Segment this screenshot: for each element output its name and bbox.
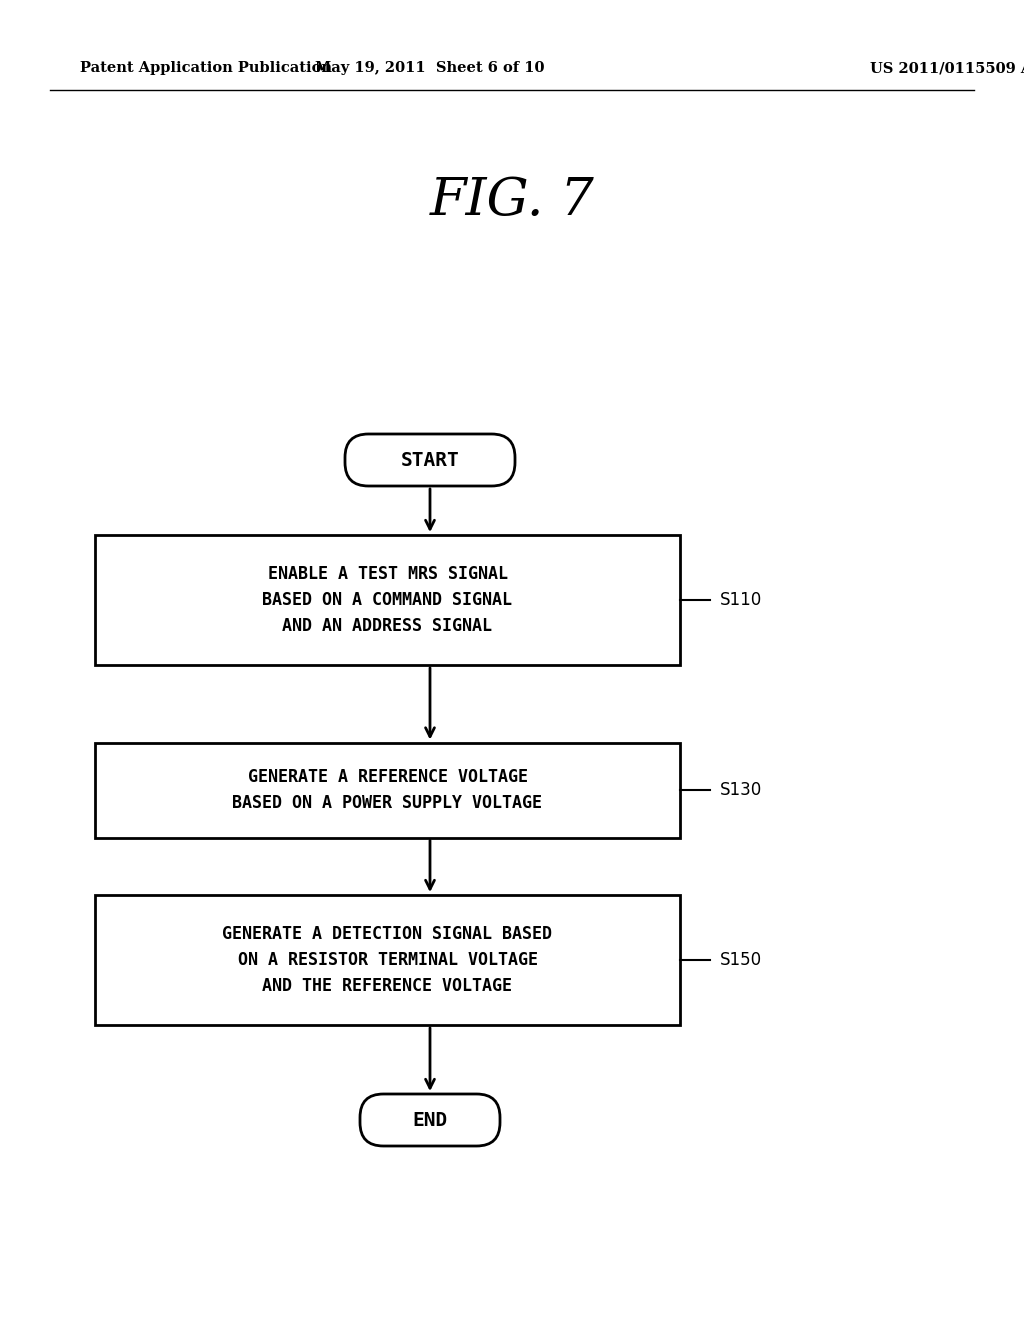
Text: US 2011/0115509 A1: US 2011/0115509 A1 (870, 61, 1024, 75)
FancyBboxPatch shape (360, 1094, 500, 1146)
FancyBboxPatch shape (95, 535, 680, 665)
Text: END: END (413, 1110, 447, 1130)
Text: START: START (400, 450, 460, 470)
Text: GENERATE A REFERENCE VOLTAGE
BASED ON A POWER SUPPLY VOLTAGE: GENERATE A REFERENCE VOLTAGE BASED ON A … (232, 768, 543, 812)
FancyBboxPatch shape (95, 895, 680, 1026)
Text: ENABLE A TEST MRS SIGNAL
BASED ON A COMMAND SIGNAL
AND AN ADDRESS SIGNAL: ENABLE A TEST MRS SIGNAL BASED ON A COMM… (262, 565, 512, 635)
Text: GENERATE A DETECTION SIGNAL BASED
ON A RESISTOR TERMINAL VOLTAGE
AND THE REFEREN: GENERATE A DETECTION SIGNAL BASED ON A R… (222, 924, 553, 995)
Text: FIG. 7: FIG. 7 (430, 174, 594, 226)
Text: S130: S130 (720, 781, 762, 799)
FancyBboxPatch shape (95, 742, 680, 837)
Text: May 19, 2011  Sheet 6 of 10: May 19, 2011 Sheet 6 of 10 (315, 61, 545, 75)
Text: S150: S150 (720, 950, 762, 969)
FancyBboxPatch shape (345, 434, 515, 486)
Text: Patent Application Publication: Patent Application Publication (80, 61, 332, 75)
Text: S110: S110 (720, 591, 762, 609)
